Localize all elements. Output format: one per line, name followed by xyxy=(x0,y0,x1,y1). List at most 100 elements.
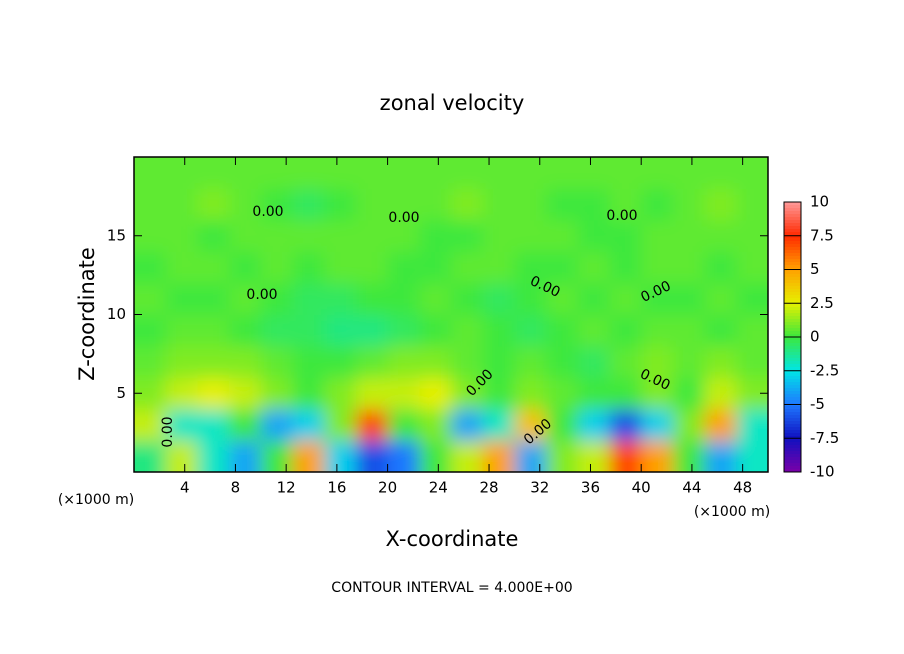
colorbar-step xyxy=(784,352,801,356)
field-cell xyxy=(641,157,674,189)
field-cell xyxy=(672,157,706,189)
field-cell xyxy=(292,377,325,410)
field-cell xyxy=(260,220,293,252)
colorbar-step xyxy=(784,244,801,248)
contour-label: 0.00 xyxy=(388,210,419,226)
field-cell xyxy=(577,409,610,441)
field-cell xyxy=(641,283,674,315)
field-cell xyxy=(672,409,706,441)
field-cell xyxy=(609,188,642,221)
colorbar-step xyxy=(784,229,801,233)
field-cell xyxy=(387,346,420,378)
field-cell xyxy=(482,346,515,378)
colorbar-tick-label: 0 xyxy=(810,328,820,346)
field-cell xyxy=(292,157,325,189)
colorbar-step xyxy=(784,304,801,308)
field-cell xyxy=(197,188,230,221)
field-cell xyxy=(482,157,515,189)
colorbar-step xyxy=(784,295,801,299)
field-cell xyxy=(197,251,230,284)
field-cell xyxy=(419,314,452,347)
colorbar-step xyxy=(784,277,801,281)
field-cell xyxy=(324,251,357,284)
colorbar-step xyxy=(784,433,801,437)
colorbar-step xyxy=(784,271,801,275)
field-cell xyxy=(260,251,293,284)
colorbar-step xyxy=(784,415,801,419)
field-cell xyxy=(514,283,547,315)
colorbar-step xyxy=(784,346,801,350)
field-cell xyxy=(387,188,420,221)
field-cell xyxy=(609,440,642,472)
colorbar-tick-label: -5 xyxy=(810,395,825,413)
field-cell xyxy=(355,220,389,252)
colorbar-step xyxy=(784,343,801,347)
field-cell xyxy=(260,409,293,441)
field-cell xyxy=(134,409,167,441)
field-cell xyxy=(324,440,357,472)
field-cell xyxy=(736,283,768,315)
field-cell xyxy=(197,314,230,347)
field-cell xyxy=(165,188,198,221)
colorbar-step xyxy=(784,400,801,404)
field-cell xyxy=(419,346,452,378)
field-cell xyxy=(134,157,167,189)
colorbar-step xyxy=(784,469,801,473)
colorbar-step xyxy=(784,241,801,245)
colorbar-step xyxy=(784,364,801,368)
colorbar-step xyxy=(784,307,801,311)
field-cell xyxy=(704,346,737,378)
field-cell xyxy=(292,346,325,378)
field-cell xyxy=(197,409,230,441)
field-cell xyxy=(546,220,579,252)
colorbar-step xyxy=(784,256,801,260)
colorbar-step xyxy=(784,373,801,377)
field-cell xyxy=(229,283,262,315)
contour-label: 0.00 xyxy=(252,204,283,220)
x-tick-label: 4 xyxy=(180,479,190,497)
colorbar-step xyxy=(784,388,801,392)
colorbar-step xyxy=(784,445,801,449)
field-cell xyxy=(672,440,706,472)
contour-label: 0.00 xyxy=(246,287,277,303)
field-cell xyxy=(165,440,198,472)
field-cell xyxy=(577,157,610,189)
field-cell xyxy=(546,409,579,441)
field-cell xyxy=(704,157,737,189)
field-cell xyxy=(546,346,579,378)
field-cell xyxy=(229,251,262,284)
field-cell xyxy=(704,188,737,221)
colorbar-tick-label: -10 xyxy=(810,463,835,481)
field-cell xyxy=(229,188,262,221)
colorbar-step xyxy=(784,334,801,338)
colorbar-tick-label: -2.5 xyxy=(810,361,839,379)
field-cell xyxy=(609,314,642,347)
field-cell xyxy=(197,283,230,315)
field-cell xyxy=(451,283,484,315)
field-cell xyxy=(229,220,262,252)
colorbar-step xyxy=(784,310,801,314)
field-cell xyxy=(641,314,674,347)
colorbar-step xyxy=(784,355,801,359)
field-cell xyxy=(514,220,547,252)
field-cell xyxy=(451,220,484,252)
field-cell xyxy=(419,377,452,410)
field-cell xyxy=(229,377,262,410)
colorbar-step xyxy=(784,448,801,452)
field-cell xyxy=(419,409,452,441)
field-cell xyxy=(736,188,768,221)
field-cell xyxy=(260,157,293,189)
field-cell xyxy=(451,251,484,284)
field-cell xyxy=(514,251,547,284)
field-cell xyxy=(324,377,357,410)
colorbar-step xyxy=(784,328,801,332)
x-tick-label: 24 xyxy=(429,479,448,497)
field-cell xyxy=(260,188,293,221)
field-cell xyxy=(641,188,674,221)
field-cell xyxy=(355,409,389,441)
field-cell xyxy=(546,440,579,472)
field-cell xyxy=(704,283,737,315)
colorbar-step xyxy=(784,226,801,230)
field-cell xyxy=(451,409,484,441)
